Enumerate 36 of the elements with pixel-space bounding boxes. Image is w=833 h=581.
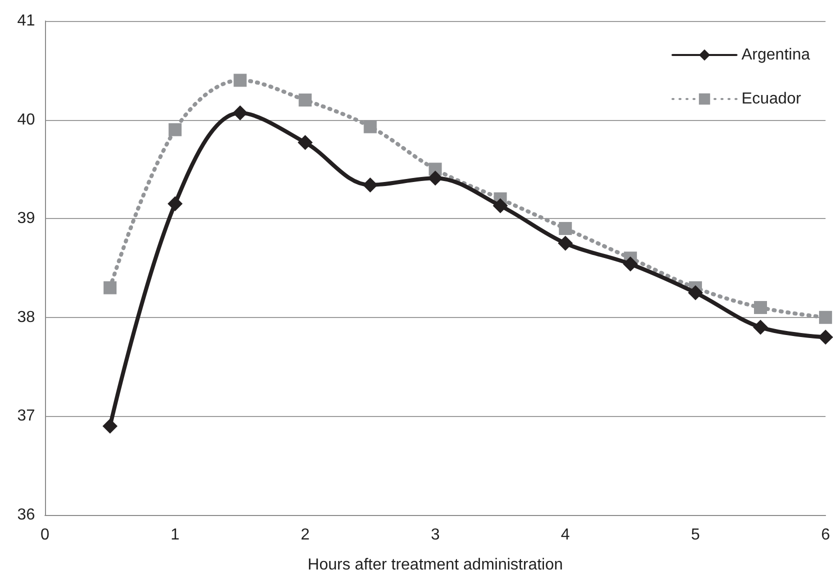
y-tick-label: 40 [17, 111, 36, 128]
point [753, 320, 768, 335]
point [818, 330, 833, 345]
x-tick-label: 2 [300, 526, 310, 544]
point [492, 198, 508, 214]
point [622, 256, 638, 272]
point [168, 196, 183, 212]
point [558, 236, 573, 251]
point [428, 170, 443, 186]
point [688, 285, 703, 300]
point [232, 105, 248, 120]
point [362, 178, 378, 193]
y-tick-label: 37 [17, 408, 36, 425]
point [754, 301, 768, 314]
point [558, 222, 572, 235]
y-tick-label: 36 [17, 506, 36, 524]
y-tick-label: 39 [17, 210, 36, 228]
point [104, 281, 117, 294]
point [102, 418, 118, 434]
point [298, 135, 313, 150]
point [168, 123, 182, 136]
y-tick-label: 41 [17, 12, 36, 30]
x-tick-label: 5 [691, 526, 700, 544]
x-tick-label: 1 [170, 526, 180, 544]
legend-label: Argentina [742, 46, 810, 64]
point [298, 94, 312, 107]
x-axis-title: Hours after treatment administration [308, 556, 563, 574]
x-tick-label: 3 [430, 526, 440, 544]
x-tick-label: 0 [40, 526, 50, 544]
x-tick-label: 4 [560, 526, 570, 544]
y-tick-label: 38 [17, 308, 36, 326]
point [234, 74, 247, 87]
point [819, 310, 832, 324]
point [364, 120, 377, 134]
x-tick-label: 6 [821, 526, 830, 544]
legend-label: Ecuador [742, 90, 802, 108]
